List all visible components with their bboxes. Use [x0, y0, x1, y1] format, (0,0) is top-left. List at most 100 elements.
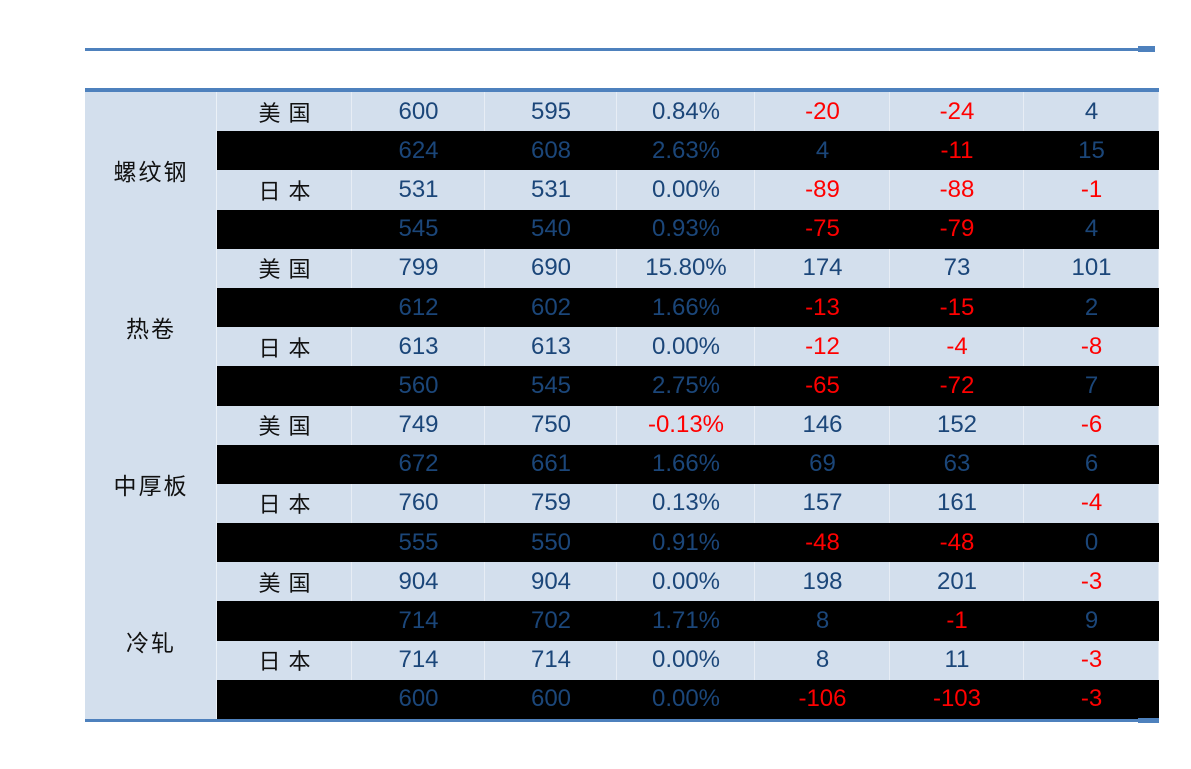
value-cell: 0.84%	[617, 92, 755, 132]
value-cell: 2.75%	[617, 366, 755, 406]
value-cell: 714	[352, 640, 485, 680]
value-cell: 152	[890, 405, 1024, 445]
value-cell: -0.13%	[617, 405, 755, 445]
value-cell: 904	[485, 562, 617, 602]
value-cell: -79	[890, 209, 1024, 249]
value-cell: -103	[890, 679, 1024, 719]
value-cell: -3	[1024, 679, 1159, 719]
table-top-border	[85, 88, 1159, 92]
value-cell: 4	[1024, 209, 1159, 249]
value-cell: 11	[890, 640, 1024, 680]
value-cell: 595	[485, 92, 617, 132]
value-cell: 555	[352, 523, 485, 563]
value-cell: 714	[352, 601, 485, 641]
product-cell: 螺纹钢	[85, 92, 217, 249]
value-cell: 73	[890, 248, 1024, 288]
region-cell	[217, 366, 352, 406]
value-cell: 904	[352, 562, 485, 602]
value-cell: 0	[1024, 523, 1159, 563]
value-cell: 15.80%	[617, 248, 755, 288]
bottom-rule-end-cap	[1138, 718, 1159, 723]
value-cell: 545	[485, 366, 617, 406]
value-cell: 531	[485, 170, 617, 210]
value-cell: 600	[352, 92, 485, 132]
value-cell: -12	[755, 327, 890, 367]
value-cell: -88	[890, 170, 1024, 210]
value-cell: 702	[485, 601, 617, 641]
value-cell: 0.93%	[617, 209, 755, 249]
value-cell: -20	[755, 92, 890, 132]
value-cell: 6	[1024, 444, 1159, 484]
region-cell	[217, 444, 352, 484]
value-cell: 1.71%	[617, 601, 755, 641]
value-cell: 15	[1024, 131, 1159, 171]
value-cell: 545	[352, 209, 485, 249]
value-cell: 146	[755, 405, 890, 445]
value-cell: 201	[890, 562, 1024, 602]
value-cell: 101	[1024, 248, 1159, 288]
value-cell: 0.00%	[617, 562, 755, 602]
region-cell	[217, 209, 352, 249]
value-cell: -65	[755, 366, 890, 406]
value-cell: 4	[1024, 92, 1159, 132]
value-cell: 613	[352, 327, 485, 367]
region-cell	[217, 131, 352, 171]
value-cell: -24	[890, 92, 1024, 132]
value-cell: 550	[485, 523, 617, 563]
value-cell: 198	[755, 562, 890, 602]
value-cell: 612	[352, 287, 485, 328]
value-cell: 8	[755, 640, 890, 680]
value-cell: -3	[1024, 562, 1159, 602]
price-table: 螺纹钢 美国 600 595 0.84% -20 -24 4 624 608 2.63% 4 -11 15…	[85, 92, 1159, 719]
top-rule-line	[85, 48, 1155, 51]
value-cell: -11	[890, 131, 1024, 171]
value-cell: 1.66%	[617, 444, 755, 484]
region-cell: 美国	[217, 405, 352, 445]
value-cell: 0.00%	[617, 640, 755, 680]
value-cell: 608	[485, 131, 617, 171]
table-bottom-border	[85, 718, 1159, 723]
value-cell: 602	[485, 287, 617, 328]
value-cell: -8	[1024, 327, 1159, 367]
value-cell: 531	[352, 170, 485, 210]
value-cell: 63	[890, 444, 1024, 484]
value-cell: 690	[485, 248, 617, 288]
region-cell: 日本	[217, 170, 352, 210]
value-cell: 714	[485, 640, 617, 680]
value-cell: -4	[890, 327, 1024, 367]
value-cell: 161	[890, 483, 1024, 524]
value-cell: 69	[755, 444, 890, 484]
value-cell: 760	[352, 483, 485, 524]
value-cell: 759	[485, 483, 617, 524]
value-cell: 8	[755, 601, 890, 641]
value-cell: 0.13%	[617, 483, 755, 524]
region-cell: 日本	[217, 327, 352, 367]
value-cell: -1	[890, 601, 1024, 641]
value-cell: 2	[1024, 287, 1159, 328]
value-cell: 560	[352, 366, 485, 406]
value-cell: 0.00%	[617, 327, 755, 367]
value-cell: 0.91%	[617, 523, 755, 563]
region-cell: 美国	[217, 562, 352, 602]
value-cell: 749	[352, 405, 485, 445]
value-cell: 174	[755, 248, 890, 288]
value-cell: -72	[890, 366, 1024, 406]
value-cell: 7	[1024, 366, 1159, 406]
value-cell: 799	[352, 248, 485, 288]
region-cell	[217, 287, 352, 328]
value-cell: -48	[755, 523, 890, 563]
value-cell: 750	[485, 405, 617, 445]
region-cell: 美国	[217, 92, 352, 132]
region-cell	[217, 523, 352, 563]
value-cell: -106	[755, 679, 890, 719]
value-cell: -48	[890, 523, 1024, 563]
value-cell: 9	[1024, 601, 1159, 641]
value-cell: 0.00%	[617, 679, 755, 719]
value-cell: 2.63%	[617, 131, 755, 171]
value-cell: -3	[1024, 640, 1159, 680]
steel-price-table-container: 螺纹钢 美国 600 595 0.84% -20 -24 4 624 608 2.63% 4 -11 15…	[85, 88, 1159, 723]
product-cell: 热卷	[85, 248, 217, 406]
value-cell: -89	[755, 170, 890, 210]
value-cell: 0.00%	[617, 170, 755, 210]
value-cell: 613	[485, 327, 617, 367]
